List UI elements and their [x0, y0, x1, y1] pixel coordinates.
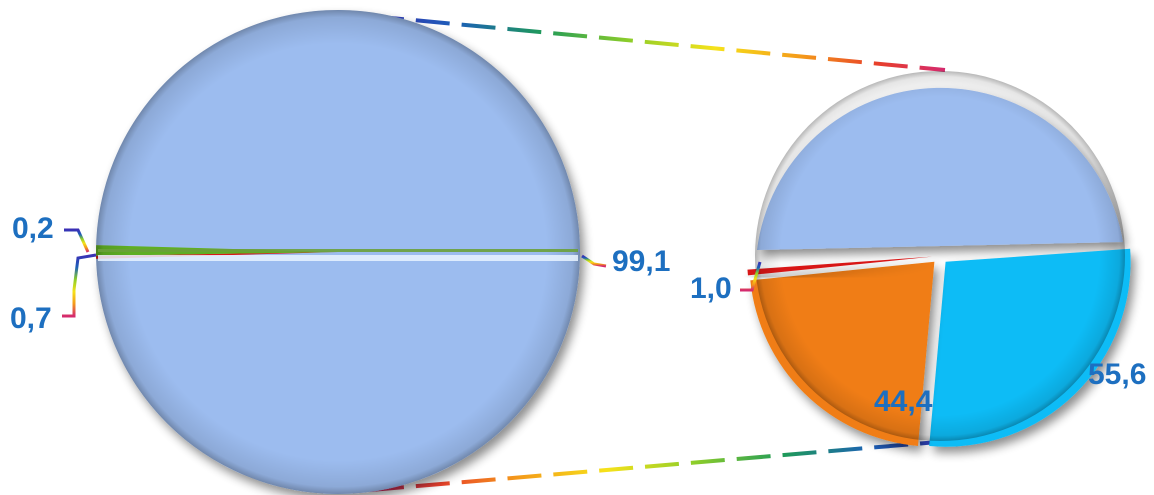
- data-label-1-2: 1,0: [690, 272, 732, 305]
- leader-line-secondary-2: [740, 261, 762, 292]
- leader-lines: [62, 228, 762, 318]
- data-label-1-1: 44,4: [874, 385, 933, 418]
- connector-line-top: [369, 14, 946, 72]
- data-label-1-0: 55,6: [1088, 358, 1146, 391]
- main-pie-thin-slices: [98, 249, 578, 252]
- data-label-0-1: 0,2: [12, 212, 54, 245]
- data-label-0-2: 0,7: [10, 302, 52, 335]
- connector-lines: [369, 14, 963, 492]
- secondary-pie-bevel: [755, 71, 1125, 441]
- main-pie-seam: [98, 255, 578, 261]
- leader-line-main-0: [581, 254, 607, 268]
- leader-line-main-1: [64, 228, 90, 253]
- data-label-0-0: 99,1: [612, 245, 670, 278]
- connector-line-bottom: [369, 438, 963, 492]
- main-pie: [96, 9, 581, 495]
- data-labels: 99,1 0,2 0,7 55,6 44,4 1,0: [10, 212, 1146, 418]
- leader-line-main-2: [62, 253, 97, 318]
- secondary-pie: [747, 71, 1131, 447]
